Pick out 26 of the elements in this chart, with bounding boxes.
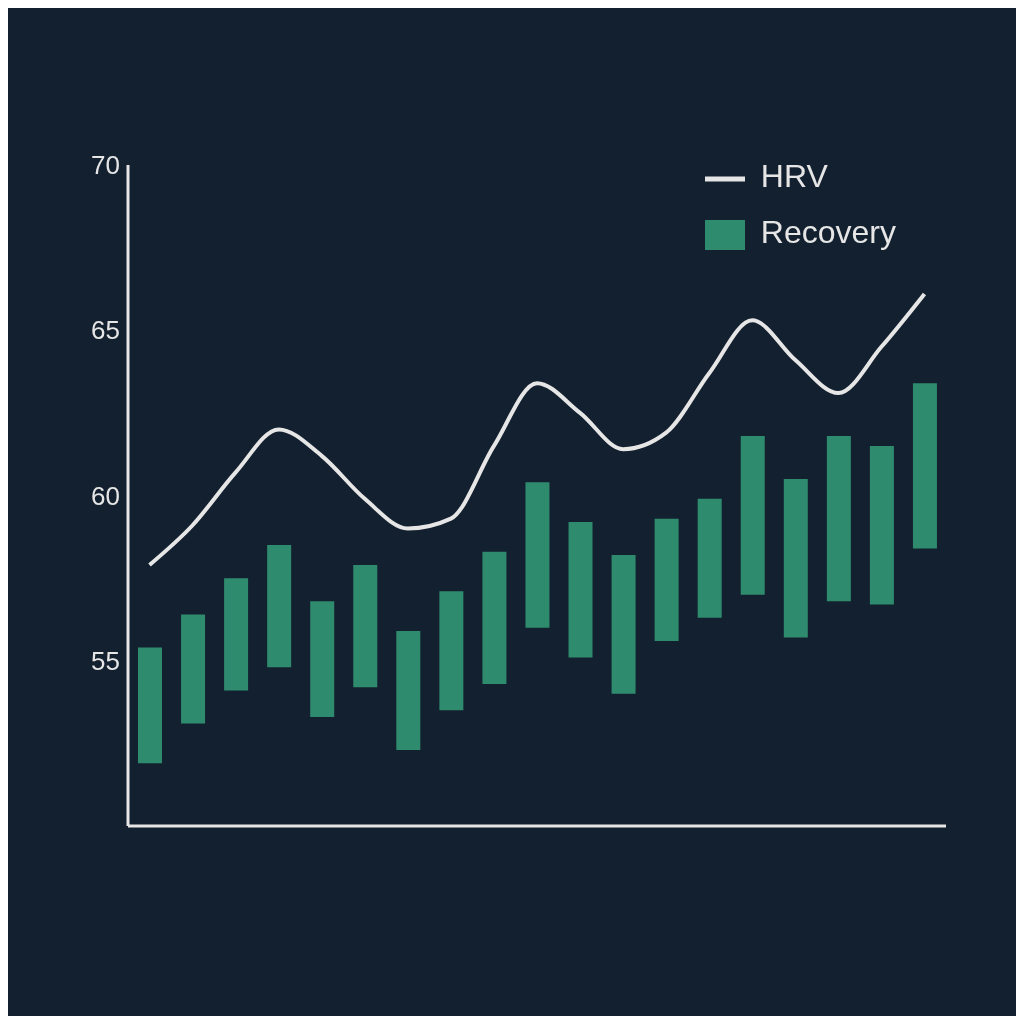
bar xyxy=(654,518,679,641)
bar xyxy=(912,383,937,549)
bar xyxy=(740,436,765,595)
bar xyxy=(568,521,593,658)
bar xyxy=(138,647,162,764)
bar xyxy=(396,631,421,750)
bar xyxy=(697,498,722,618)
legend-label: Recovery xyxy=(760,214,896,250)
legend-label: HRV xyxy=(760,158,828,194)
y-tick-label: 55 xyxy=(91,645,120,676)
bar xyxy=(310,601,335,717)
bar xyxy=(482,551,507,684)
bar xyxy=(267,545,292,668)
y-tick-label: 65 xyxy=(91,315,120,346)
bar xyxy=(783,478,808,638)
bar xyxy=(869,445,894,605)
bar xyxy=(826,436,851,602)
bar xyxy=(439,591,464,711)
bar xyxy=(181,614,206,724)
y-tick-label: 70 xyxy=(91,150,120,181)
bar xyxy=(353,564,378,688)
line-series xyxy=(147,291,927,567)
y-tick-label: 60 xyxy=(91,480,120,511)
bar xyxy=(611,554,636,694)
bar xyxy=(525,482,550,628)
bar xyxy=(224,578,249,691)
